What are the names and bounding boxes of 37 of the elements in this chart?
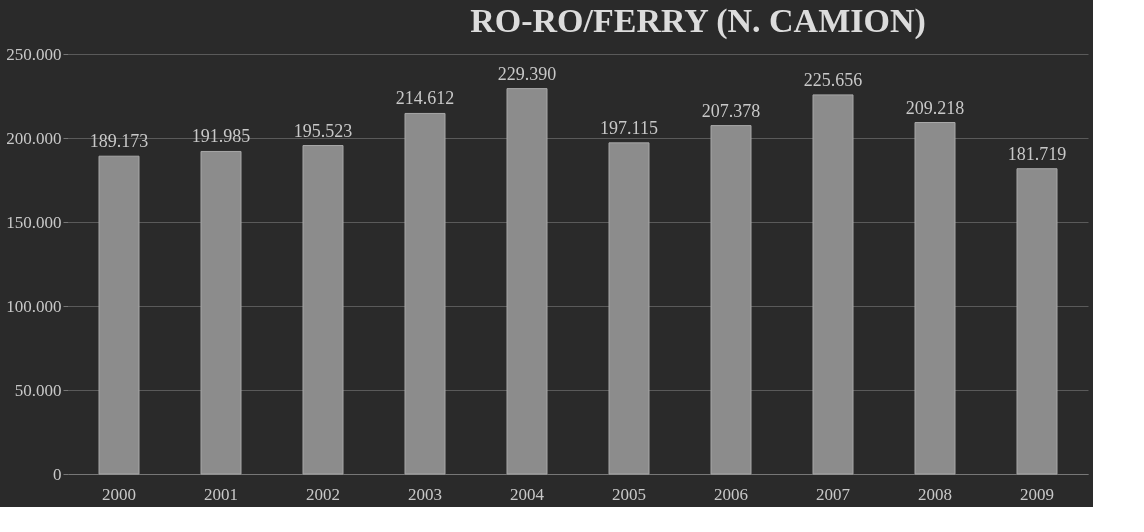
x-tick-label: 2006 xyxy=(714,484,748,504)
x-tick-label: 2001 xyxy=(204,484,238,504)
bar xyxy=(302,145,344,475)
x-tick-label: 2007 xyxy=(816,484,851,504)
data-label: 197.115 xyxy=(600,117,658,138)
data-label: 195.523 xyxy=(293,120,353,141)
y-tick-label: 100.000 xyxy=(6,296,62,316)
data-label: 214.612 xyxy=(395,88,455,109)
bar xyxy=(200,150,242,475)
x-tick-label: 2003 xyxy=(408,484,442,504)
bar xyxy=(506,88,548,475)
y-tick-label: 200.000 xyxy=(6,128,62,148)
data-label: 229.390 xyxy=(497,63,557,84)
data-label: 225.656 xyxy=(803,69,863,90)
bar xyxy=(98,155,140,475)
x-tick-label: 2009 xyxy=(1020,484,1054,504)
y-tick-label: 250.000 xyxy=(6,44,62,64)
bar xyxy=(404,112,446,475)
data-label: 181.719 xyxy=(1007,143,1067,164)
bar xyxy=(710,125,752,475)
x-tick-label: 2000 xyxy=(102,484,136,504)
data-label: 189.173 xyxy=(89,131,149,152)
bar xyxy=(1016,168,1058,475)
data-label: 209.218 xyxy=(905,97,965,118)
x-tick-label: 2002 xyxy=(306,484,340,504)
y-tick-label: 150.000 xyxy=(6,212,62,232)
bar xyxy=(914,122,956,475)
y-tick-label: 50.000 xyxy=(14,380,62,400)
x-tick-label: 2008 xyxy=(918,484,952,504)
data-label: 191.985 xyxy=(191,126,251,147)
x-tick-label: 2005 xyxy=(612,484,646,504)
chart-title: RO-RO/FERRY (N. CAMION) xyxy=(470,2,926,40)
bar xyxy=(812,94,854,475)
data-label: 207.378 xyxy=(701,100,761,121)
x-tick-label: 2004 xyxy=(510,484,545,504)
y-tick-label: 0 xyxy=(53,464,62,484)
bar xyxy=(608,142,650,475)
